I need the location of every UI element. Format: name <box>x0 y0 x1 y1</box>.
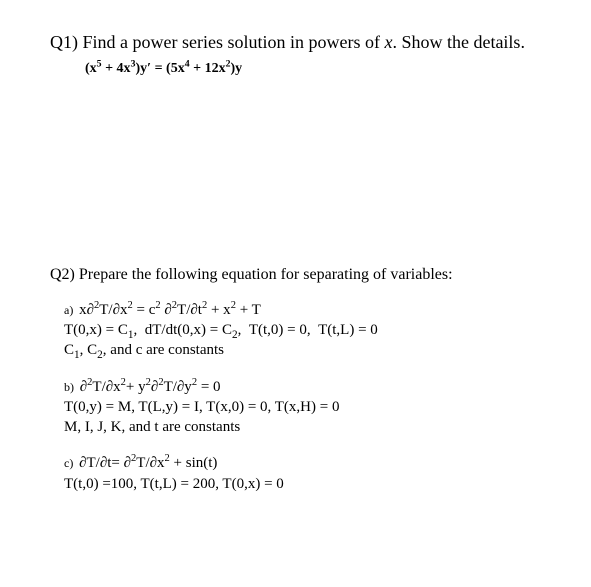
q2-part-c: c) ∂T/∂t= ∂2T/∂x2 + sin(t) T(t,0) =100, … <box>64 453 541 494</box>
spacing-gap <box>50 79 541 264</box>
q2-part-b: b) ∂2T/∂x2+ y2∂2T/∂y2 = 0 T(0,y) = M, T(… <box>64 377 541 438</box>
q2b-label: b) <box>64 380 74 394</box>
q2a-eq-line: a) x∂2T/∂x2 = c2 ∂2T/∂t2 + x2 + T <box>64 300 541 320</box>
q2c-label: c) <box>64 456 73 470</box>
q2b-equation: ∂2T/∂x2+ y2∂2T/∂y2 = 0 <box>80 379 221 395</box>
q2c-eq-line: c) ∂T/∂t= ∂2T/∂x2 + sin(t) <box>64 453 541 473</box>
q2a-label: a) <box>64 303 73 317</box>
q2a-bc: T(0,x) = C1, dT/dt(0,x) = C2, T(t,0) = 0… <box>64 320 541 340</box>
q2b-eq-line: b) ∂2T/∂x2+ y2∂2T/∂y2 = 0 <box>64 377 541 397</box>
q2-part-a: a) x∂2T/∂x2 = c2 ∂2T/∂t2 + x2 + T T(0,x)… <box>64 300 541 361</box>
q2a-equation: x∂2T/∂x2 = c2 ∂2T/∂t2 + x2 + T <box>79 302 261 318</box>
q2b-bc: T(0,y) = M, T(L,y) = I, T(x,0) = 0, T(x,… <box>64 397 541 417</box>
q2c-equation: ∂T/∂t= ∂2T/∂x2 + sin(t) <box>79 455 217 471</box>
q2-heading: Q2) Prepare the following equation for s… <box>50 264 541 286</box>
q1-heading: Q1) Find a power series solution in powe… <box>50 30 541 54</box>
q2a-note: C1, C2, and c are constants <box>64 340 541 360</box>
q2b-note: M, I, J, K, and t are constants <box>64 417 541 437</box>
q2c-bc: T(t,0) =100, T(t,L) = 200, T(0,x) = 0 <box>64 474 541 494</box>
q1-equation: (x5 + 4x3)y′ = (5x4 + 12x2)y <box>85 60 541 79</box>
